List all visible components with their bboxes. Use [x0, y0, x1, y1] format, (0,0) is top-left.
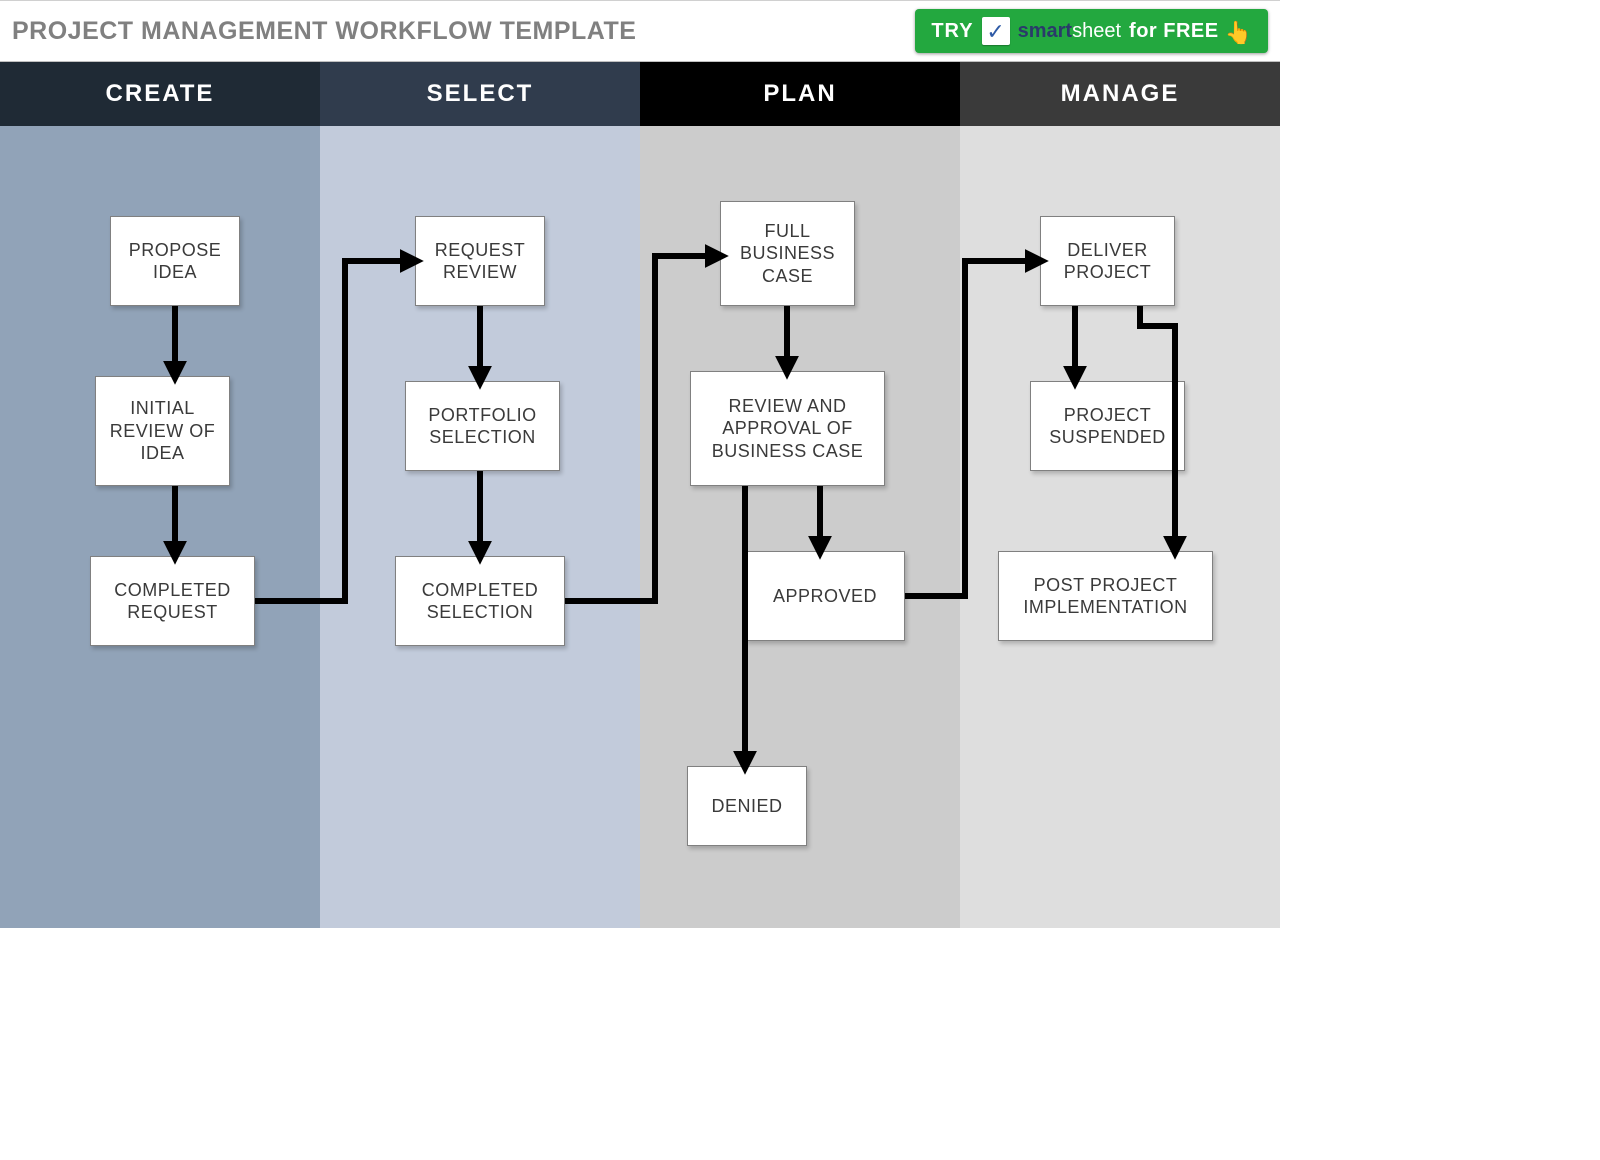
try-label: TRY: [931, 20, 973, 43]
node-reqrev: REQUEST REVIEW: [415, 216, 545, 306]
node-rabc: REVIEW AND APPROVAL OF BUSINESS CASE: [690, 371, 885, 486]
topbar: PROJECT MANAGEMENT WORKFLOW TEMPLATE TRY…: [0, 0, 1280, 62]
brand-label: smartsheet: [1018, 20, 1121, 43]
node-suspended: PROJECT SUSPENDED: [1030, 381, 1185, 471]
lane-manage: MANAGE: [960, 62, 1280, 928]
lane-create: CREATE: [0, 62, 320, 928]
node-portsel: PORTFOLIO SELECTION: [405, 381, 560, 471]
lane-select: SELECT: [320, 62, 640, 928]
swimlanes: CREATESELECTPLANMANAGE PROPOSE IDEA INITIA…: [0, 62, 1280, 928]
node-completedS: COMPLETED SELECTION: [395, 556, 565, 646]
brand-sheet-text: sheet: [1072, 20, 1121, 42]
for-free-label: for FREE: [1129, 20, 1219, 43]
lane-header-create: CREATE: [0, 62, 320, 126]
page-title: PROJECT MANAGEMENT WORKFLOW TEMPLATE: [12, 17, 636, 46]
page: PROJECT MANAGEMENT WORKFLOW TEMPLATE TRY…: [0, 0, 1280, 928]
node-fbc: FULL BUSINESS CASE: [720, 201, 855, 306]
brand-smart-text: smart: [1018, 20, 1072, 42]
node-denied: DENIED: [687, 766, 807, 846]
node-postimpl: POST PROJECT IMPLEMENTATION: [998, 551, 1213, 641]
node-completedR: COMPLETED REQUEST: [90, 556, 255, 646]
try-smartsheet-button[interactable]: TRY ✓ smartsheet for FREE 👆: [915, 9, 1268, 53]
node-approved: APPROVED: [745, 551, 905, 641]
cursor-click-icon: 👆: [1225, 22, 1252, 44]
lane-header-select: SELECT: [320, 62, 640, 126]
lane-header-plan: PLAN: [640, 62, 960, 126]
node-propose: PROPOSE IDEA: [110, 216, 240, 306]
node-deliver: DELIVER PROJECT: [1040, 216, 1175, 306]
node-initial: INITIAL REVIEW OF IDEA: [95, 376, 230, 486]
lane-header-manage: MANAGE: [960, 62, 1280, 126]
checkmark-icon: ✓: [982, 17, 1010, 45]
